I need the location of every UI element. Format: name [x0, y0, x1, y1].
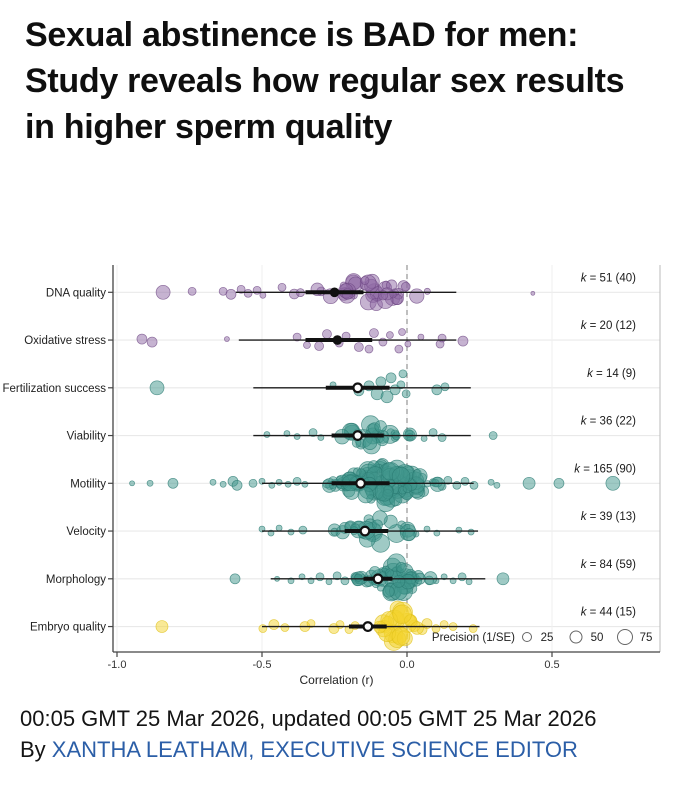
legend-size-circle — [522, 632, 532, 642]
study-chart-figure: k = 51 (40) k = 20 (12) k = 14 (9) k = 36 (… — [0, 250, 684, 702]
k-label: k = 36 (22) — [581, 416, 636, 428]
correlation-forest-plot: k = 51 (40) k = 20 (12) k = 14 (9) k = 36 (… — [2, 265, 661, 687]
k-label: k = 51 (40) — [581, 272, 636, 284]
category-label: Viability — [67, 431, 107, 443]
k-label: k = 14 (9) — [587, 368, 636, 380]
category-label: DNA quality — [46, 287, 106, 299]
x-tick-label: -1.0 — [108, 659, 127, 671]
legend-size-label: 25 — [541, 632, 554, 644]
category-label: Velocity — [66, 526, 106, 538]
byline: By XANTHA LEATHAM, EXECUTIVE SCIENCE EDI… — [20, 734, 670, 765]
row-points-dna-quality — [155, 273, 536, 312]
legend-size-label: 75 — [640, 632, 653, 644]
author-link[interactable]: XANTHA LEATHAM, EXECUTIVE SCIENCE EDITOR — [51, 737, 578, 762]
k-label: k = 39 (13) — [581, 511, 636, 523]
category-label: Motility — [70, 478, 106, 490]
x-axis-title: Correlation (r) — [299, 673, 373, 687]
legend-size-circle — [617, 629, 633, 645]
x-tick-label: 0.0 — [399, 659, 414, 671]
category-label: Fertilization success — [2, 383, 106, 395]
headline: Sexual abstinence is BAD for men: Study … — [25, 16, 625, 146]
row-points-fertilization-success — [149, 369, 450, 404]
legend-title: Precision (1/SE) — [432, 632, 515, 644]
row-points-embryo-quality — [155, 600, 478, 651]
x-tick-label: -0.5 — [253, 659, 272, 671]
k-label: k = 84 (59) — [581, 559, 636, 571]
k-label: k = 20 (12) — [581, 320, 636, 332]
byline-prefix: By — [20, 737, 52, 762]
k-label: k = 44 (15) — [581, 607, 636, 619]
category-label: Morphology — [46, 574, 106, 586]
row-points-oxidative-stress — [136, 328, 469, 354]
category-label: Embryo quality — [30, 622, 106, 634]
k-label: k = 165 (90) — [574, 463, 636, 475]
timestamp: 00:05 GMT 25 Mar 2026, updated 00:05 GMT… — [20, 706, 597, 731]
category-label: Oxidative stress — [24, 335, 106, 347]
x-tick-label: 0.5 — [544, 659, 559, 671]
article-meta: 00:05 GMT 25 Mar 2026, updated 00:05 GMT… — [20, 703, 670, 765]
legend-size-circle — [569, 630, 583, 644]
legend-size-label: 50 — [591, 632, 604, 644]
